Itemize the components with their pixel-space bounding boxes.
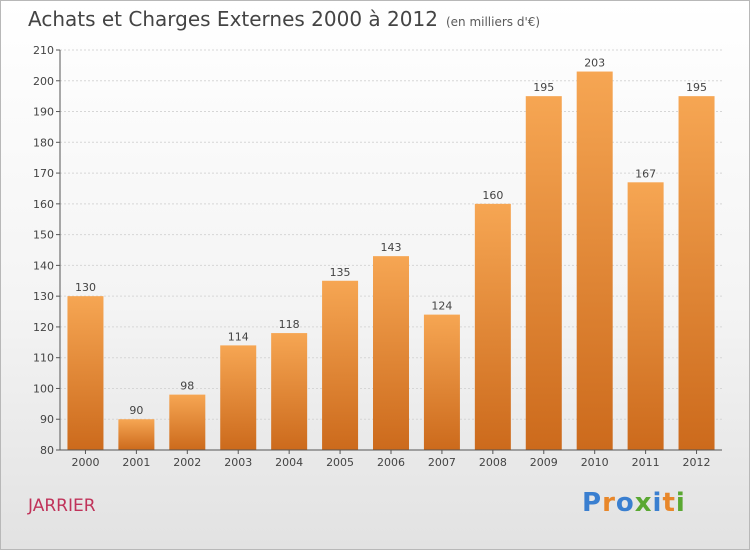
y-tick-label: 160 bbox=[33, 198, 54, 211]
data-label-2001: 90 bbox=[129, 404, 143, 417]
y-axis: 80 90 100 110 120 130 140 150 160 170 180 190 200 210 bbox=[33, 44, 61, 457]
x-tick-label: 2000 bbox=[71, 456, 99, 469]
x-axis: 2000 2001 2002 2003 2004 2005 2006 2007 2008 2009… bbox=[60, 449, 722, 469]
data-label-2008: 160 bbox=[482, 189, 503, 202]
y-tick-label: 210 bbox=[33, 44, 54, 57]
y-tick-label: 120 bbox=[33, 321, 54, 334]
logo-letter: x bbox=[634, 488, 653, 518]
logo-letter: P bbox=[582, 488, 603, 518]
proxiti-logo: Proxiti bbox=[582, 488, 686, 518]
x-tick-label: 2005 bbox=[326, 456, 354, 469]
x-tick-label: 2009 bbox=[530, 456, 558, 469]
logo-letter: i bbox=[675, 488, 686, 518]
data-label-2009: 195 bbox=[533, 81, 554, 94]
x-tick-label: 2007 bbox=[428, 456, 456, 469]
chart-title-text: Achats et Charges Externes 2000 à 2012 bbox=[28, 7, 438, 31]
bar-2000 bbox=[67, 296, 104, 450]
x-tick-label: 2003 bbox=[224, 456, 252, 469]
x-tick-label: 2010 bbox=[581, 456, 609, 469]
y-tick-label: 80 bbox=[40, 444, 54, 457]
y-tick-label: 170 bbox=[33, 167, 54, 180]
data-label-2012: 195 bbox=[686, 81, 707, 94]
bar-2002 bbox=[169, 394, 206, 450]
y-tick-label: 130 bbox=[33, 290, 54, 303]
x-tick-label: 2002 bbox=[173, 456, 201, 469]
x-tick-label: 2006 bbox=[377, 456, 405, 469]
data-label-2007: 124 bbox=[431, 300, 452, 313]
x-tick-label: 2011 bbox=[632, 456, 660, 469]
bar-2012 bbox=[678, 96, 715, 451]
chart-subtitle: (en milliers d'€) bbox=[445, 15, 541, 29]
y-tick-label: 180 bbox=[33, 136, 54, 149]
data-label-2004: 118 bbox=[279, 318, 300, 331]
y-tick-label: 150 bbox=[33, 229, 54, 242]
bars: 130 90 98 114 118 135 143 124 160 195 203 167 195 bbox=[67, 57, 715, 451]
data-label-2011: 167 bbox=[635, 167, 656, 180]
x-tick-label: 2001 bbox=[122, 456, 150, 469]
data-label-2010: 203 bbox=[584, 57, 605, 70]
x-tick-label: 2012 bbox=[683, 456, 711, 469]
data-label-2002: 98 bbox=[180, 380, 194, 393]
y-tick-label: 140 bbox=[33, 259, 54, 272]
y-tick-label: 110 bbox=[33, 352, 54, 365]
bar-2008 bbox=[474, 203, 511, 450]
data-label-2003: 114 bbox=[228, 330, 249, 343]
logo-letter: i bbox=[652, 488, 663, 518]
chart-title: Achats et Charges Externes 2000 à 2012 (e… bbox=[28, 7, 540, 31]
y-tick-label: 90 bbox=[40, 413, 54, 426]
bar-2007 bbox=[423, 314, 460, 450]
y-tick-label: 190 bbox=[33, 106, 54, 119]
town-name: JARRIER bbox=[28, 496, 96, 516]
data-label-2000: 130 bbox=[75, 281, 96, 294]
data-label-2006: 143 bbox=[381, 241, 402, 254]
y-tick-label: 200 bbox=[33, 75, 54, 88]
bar-2006 bbox=[373, 256, 409, 450]
bar-2001 bbox=[118, 419, 155, 450]
bar-2009 bbox=[525, 96, 562, 451]
logo-letter: o bbox=[615, 488, 635, 518]
x-tick-label: 2008 bbox=[479, 456, 507, 469]
y-tick-label: 100 bbox=[33, 382, 54, 395]
data-label-2005: 135 bbox=[330, 266, 351, 279]
logo-letter: r bbox=[602, 488, 616, 518]
bar-2004 bbox=[271, 333, 308, 450]
logo-letter: t bbox=[662, 488, 676, 518]
bar-2003 bbox=[220, 345, 257, 450]
x-tick-label: 2004 bbox=[275, 456, 303, 469]
bar-2011 bbox=[627, 182, 664, 451]
bar-2010 bbox=[576, 71, 613, 451]
bar-2005 bbox=[322, 280, 359, 450]
